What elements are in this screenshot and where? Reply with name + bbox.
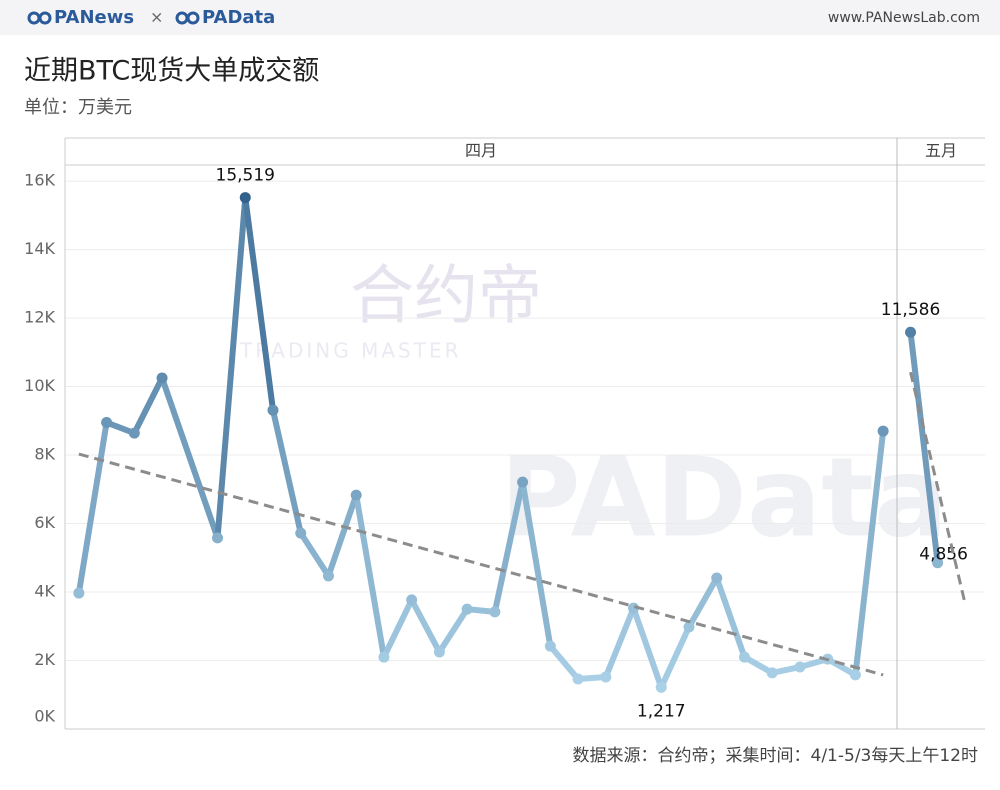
point [738, 651, 750, 663]
point [544, 640, 556, 652]
point [378, 651, 390, 663]
source: 数据来源：合约帝；采集时间：4/1-5/3每天上午12时 [573, 746, 978, 766]
line-segment [602, 605, 637, 680]
point [849, 669, 861, 681]
data-label: 4,856 [919, 545, 968, 565]
point [433, 646, 445, 658]
y-tick-label: 14K [24, 239, 55, 258]
line-segment [519, 479, 554, 650]
point [212, 532, 224, 544]
line-segment [214, 194, 249, 541]
data-label: 15,519 [216, 166, 275, 186]
brand: PANews [54, 7, 134, 28]
line-segment [713, 574, 748, 661]
data-label: 1,217 [637, 701, 686, 721]
point [461, 603, 473, 615]
point [711, 572, 723, 584]
y-tick-label: 8K [34, 445, 55, 464]
line-segment [907, 329, 941, 566]
point [406, 594, 418, 606]
point [517, 476, 529, 488]
logo-icon [27, 11, 200, 25]
y-tick-label: 12K [24, 308, 55, 327]
y-tick-label: 0K [34, 707, 55, 726]
y-tick-label: 10K [24, 376, 55, 395]
header-bar [0, 0, 1000, 35]
point [350, 489, 362, 501]
point [932, 557, 944, 569]
point [600, 671, 612, 683]
line-segment [491, 479, 526, 615]
point [322, 570, 334, 582]
watermark: 合约帝 [350, 260, 542, 334]
y-tick-label: 4K [34, 582, 55, 601]
line-segment [159, 374, 221, 541]
line-segment [297, 530, 332, 579]
title: 近期BTC现货大单成交额 [24, 56, 319, 87]
subtitle: 单位：万美元 [24, 97, 132, 118]
panel-label: 四月 [465, 141, 497, 160]
line-segment [380, 596, 415, 661]
point [239, 192, 251, 204]
y-tick-label: 6K [34, 513, 55, 532]
line-segment [436, 606, 471, 655]
trend-line [909, 371, 967, 603]
line-segment [408, 596, 443, 655]
trend-line [78, 452, 884, 677]
line-segment [242, 194, 276, 414]
line-segment [353, 492, 387, 661]
line-segment [75, 419, 110, 597]
y-tick-label: 2K [34, 650, 55, 669]
point [489, 606, 501, 618]
line-segment [325, 492, 360, 579]
line-segment [630, 605, 665, 691]
point [128, 427, 140, 439]
line-segment [547, 643, 582, 683]
watermark: TRADING MASTER [239, 339, 461, 363]
line-segment [852, 428, 887, 678]
line-segment [131, 374, 166, 437]
panel-label: 五月 [925, 141, 957, 160]
point [655, 681, 667, 693]
point [766, 667, 778, 679]
point [156, 372, 168, 384]
point [101, 417, 113, 429]
url: www.PANewsLab.com [828, 10, 980, 26]
data-label: 11,586 [881, 300, 940, 320]
point [295, 527, 307, 539]
point [73, 587, 85, 599]
point [794, 661, 806, 673]
point [683, 621, 695, 633]
point [267, 404, 279, 416]
line-segment [658, 623, 692, 691]
separator: × [150, 8, 163, 27]
line-segment [686, 574, 720, 630]
y-tick-label: 16K [24, 171, 55, 190]
brand: PAData [202, 7, 275, 28]
point [877, 425, 889, 437]
point [572, 673, 584, 685]
point [628, 602, 640, 614]
point [905, 326, 917, 338]
